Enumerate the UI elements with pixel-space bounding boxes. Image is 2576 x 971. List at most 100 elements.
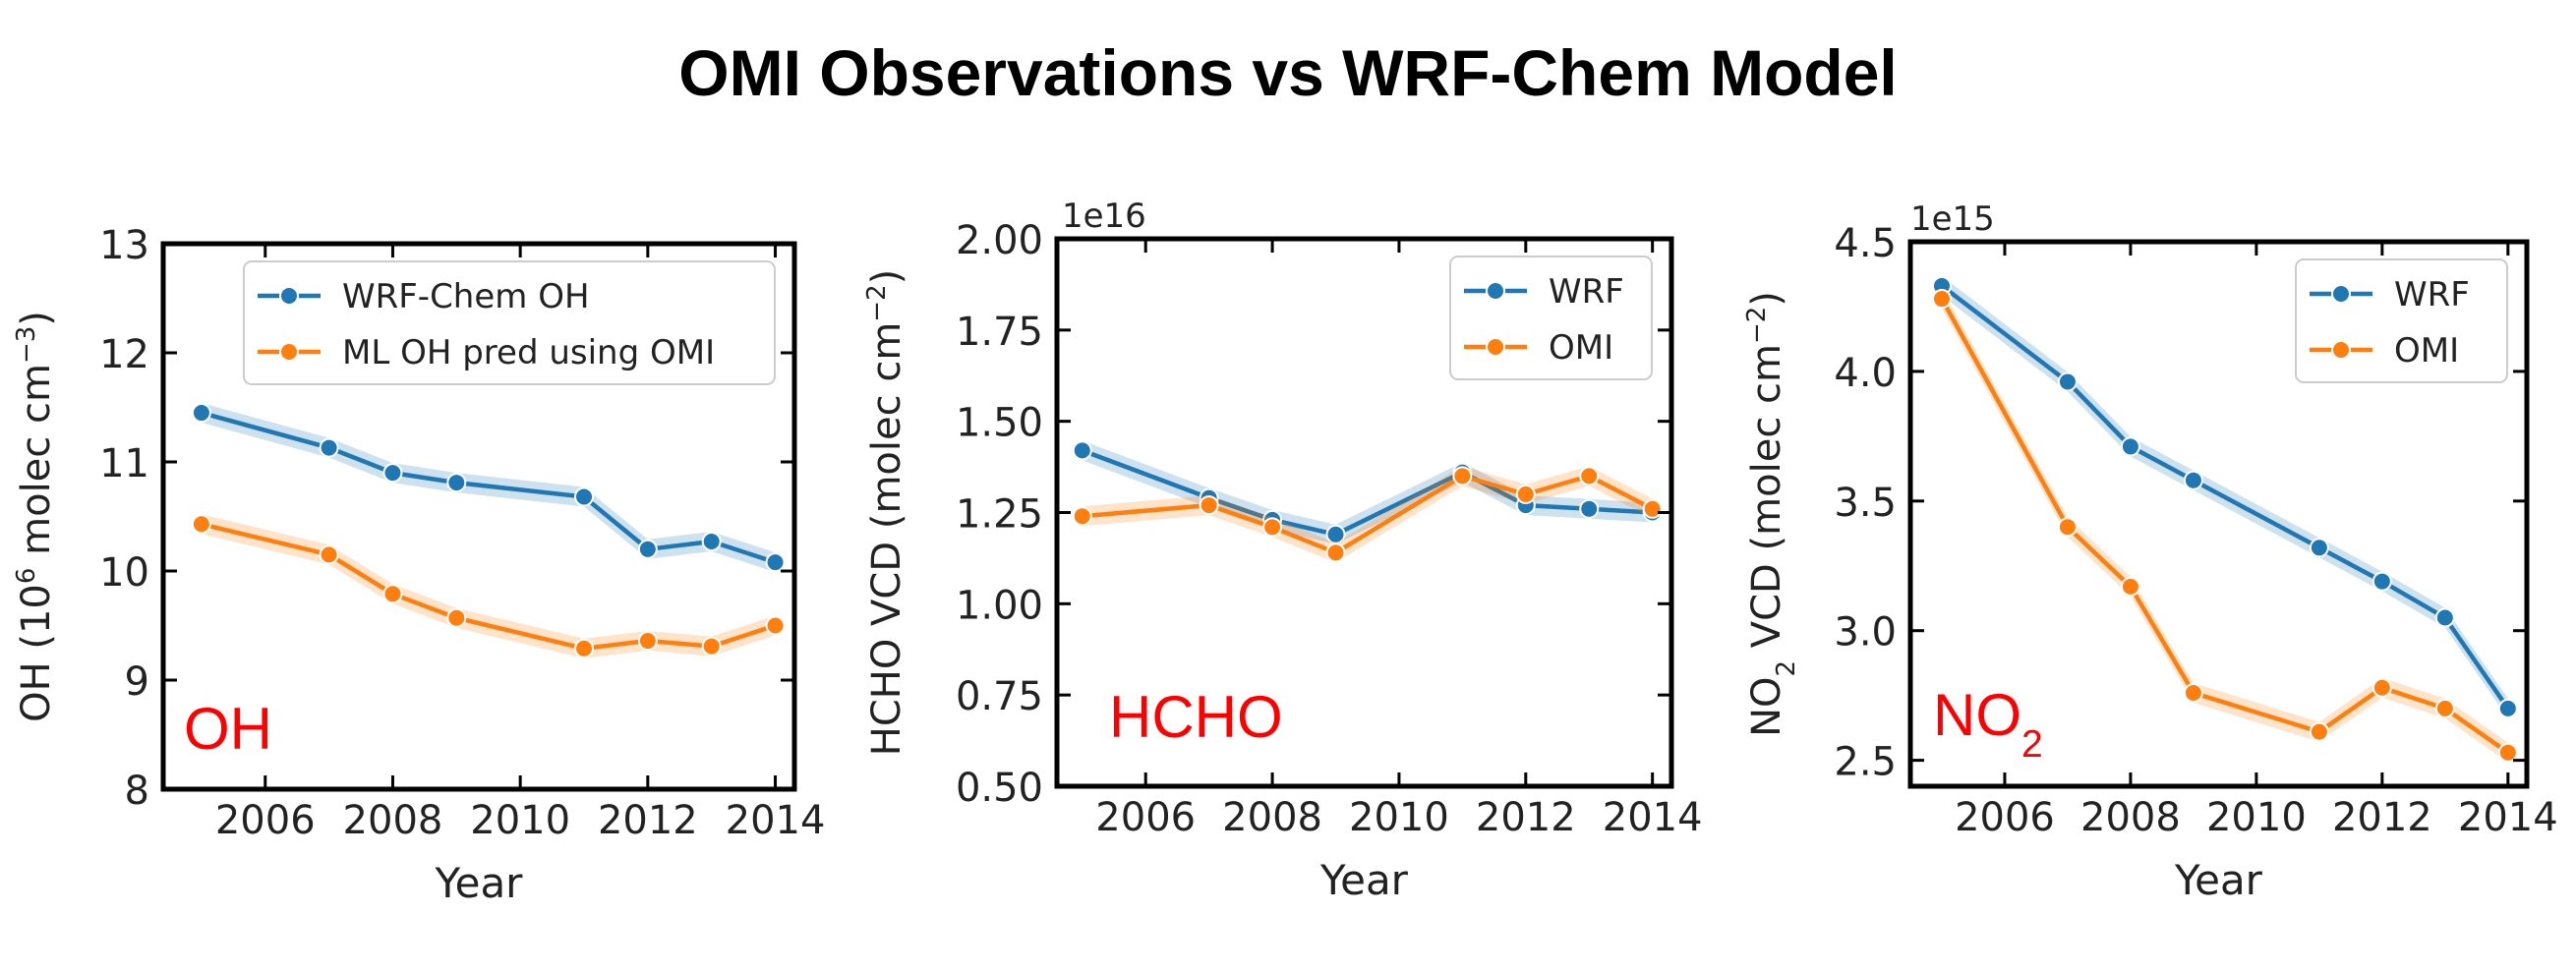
page-title: OMI Observations vs WRF-Chem Model (678, 36, 1898, 109)
oh-series-0-point (701, 532, 722, 552)
hcho-y-axis-label: HCHO VCD (molec cm−2) (862, 269, 909, 756)
hcho-x-tick-label: 2014 (1603, 795, 1703, 840)
oh-x-tick-label: 2006 (215, 798, 316, 843)
oh-series-1-point (765, 615, 786, 636)
oh-series-0-line (201, 410, 777, 565)
oh-chart: 8 9 10 11 12 13 2006 2008 2010 2012 2014 Year OH (10… (12, 223, 826, 907)
oh-series-0-point (765, 552, 786, 573)
hcho-y-tick-label: 2.00 (956, 218, 1043, 263)
no2-legend-entry-label: WRF (2394, 275, 2470, 314)
oh-x-axis-label: Year (435, 859, 524, 907)
no2-series-1-point (2120, 576, 2140, 597)
oh-series-0-point (446, 473, 467, 493)
no2-plot-frame (1907, 239, 2530, 789)
no2-series-0-point (2183, 470, 2203, 490)
oh-plot-frame (160, 241, 797, 792)
hcho-legend-swatch-marker (1486, 337, 1505, 357)
hcho-series-1-point (1452, 466, 1473, 486)
hcho-series-0-point (1072, 440, 1092, 461)
no2-x-axis-label: Year (2174, 856, 2263, 904)
hcho-legend-entry-label: WRF (1549, 272, 1624, 312)
hcho-series-1-point (1515, 484, 1536, 504)
oh-series-1-point (701, 636, 722, 657)
no2-series-0-point (2057, 371, 2078, 392)
no2-y-tick-label: 2.5 (1834, 740, 1897, 785)
oh-series-1-point (191, 514, 211, 535)
hcho-series-1-point (1072, 506, 1092, 527)
hcho-series-1-point (1262, 517, 1283, 538)
hcho-y-tick-label: 0.75 (956, 674, 1043, 719)
oh-legend-box (243, 260, 776, 385)
no2-series-0-point (2434, 607, 2455, 628)
oh-series-0-point (319, 437, 339, 458)
no2-panel-annotation: NO2 (1933, 682, 2043, 766)
oh-x-tick-label: 2010 (470, 798, 570, 843)
oh-series-0-point (637, 539, 658, 559)
oh-legend-entry-label: ML OH pred using OMI (342, 333, 715, 372)
hcho-legend-swatch-marker (1486, 281, 1505, 301)
hcho-panel-annotation: HCHO (1109, 684, 1283, 750)
oh-y-tick-label: 13 (99, 223, 149, 268)
oh-panel-annotation: OH (184, 696, 272, 762)
hcho-x-axis-label: Year (1319, 856, 1409, 904)
hcho-series-1-point (1199, 495, 1219, 516)
no2-x-tick-label: 2008 (2080, 795, 2181, 840)
oh-series-0-point (191, 403, 211, 424)
hcho-y-tick-label: 0.50 (956, 766, 1043, 811)
no2-y-tick-label: 4.5 (1834, 221, 1897, 266)
hcho-series-0-point (1579, 498, 1600, 519)
oh-series-1-point (574, 638, 594, 658)
no2-series-0-point (2309, 538, 2329, 558)
no2-series-1-point (2434, 698, 2455, 718)
no2-x-tick-label: 2006 (1955, 795, 2055, 840)
oh-series-1-point (446, 607, 467, 628)
oh-series-0-point (382, 463, 403, 484)
oh-y-tick-label: 9 (125, 659, 149, 705)
hcho-legend-entry-label: OMI (1549, 328, 1613, 368)
oh-series-0-point (574, 486, 594, 507)
no2-series-1-point (1931, 289, 1952, 310)
hcho-x-tick-label: 2006 (1095, 795, 1196, 840)
oh-legend-swatch-marker (279, 342, 299, 362)
no2-y-tick-label: 4.0 (1834, 351, 1897, 396)
no2-series-0-point (2497, 698, 2518, 718)
no2-legend-swatch-marker (2331, 284, 2351, 304)
oh-legend-entry-label: WRF-Chem OH (342, 277, 590, 316)
no2-y-axis-label: NO2 VCD (molec cm−2) (1742, 291, 1801, 737)
oh-y-axis-label: OH (106 molec cm−3) (12, 311, 59, 722)
hcho-series-1-point (1325, 543, 1346, 563)
no2-scale-label: 1e15 (1910, 200, 1995, 239)
no2-series-1-point (2057, 517, 2078, 538)
oh-x-tick-label: 2008 (343, 798, 443, 843)
hcho-y-tick-label: 1.50 (956, 401, 1043, 446)
no2-series-1-point (2183, 683, 2203, 704)
no2-series-0-point (2371, 571, 2392, 592)
no2-x-tick-label: 2012 (2332, 795, 2432, 840)
no2-y-tick-label: 3.0 (1834, 610, 1897, 656)
hcho-y-tick-label: 1.75 (956, 310, 1043, 355)
no2-legend-swatch-marker (2331, 340, 2351, 360)
oh-y-tick-label: 8 (125, 769, 149, 814)
hcho-series-1-point (1579, 466, 1600, 486)
oh-x-tick-label: 2014 (726, 798, 826, 843)
no2-series-1-point (2371, 677, 2392, 698)
no2-x-tick-label: 2014 (2458, 795, 2558, 840)
oh-series-1-point (319, 544, 339, 565)
hcho-series-1-line (1082, 474, 1654, 555)
oh-series-1-point (382, 584, 403, 604)
oh-y-tick-label: 10 (99, 550, 149, 596)
no2-y-tick-label: 3.5 (1834, 481, 1897, 526)
oh-series-1-line (201, 522, 777, 652)
oh-series-1-point (637, 631, 658, 652)
no2-series-0-point (2120, 436, 2140, 457)
no2-series-0-line (1940, 284, 2510, 711)
oh-legend-swatch-marker (279, 286, 299, 306)
hcho-x-tick-label: 2010 (1349, 795, 1449, 840)
oh-y-tick-label: 11 (99, 441, 149, 486)
no2-series-1-line (1940, 297, 2510, 755)
no2-series-1-point (2497, 742, 2518, 763)
hcho-x-tick-label: 2012 (1476, 795, 1576, 840)
oh-y-tick-label: 12 (99, 332, 149, 377)
